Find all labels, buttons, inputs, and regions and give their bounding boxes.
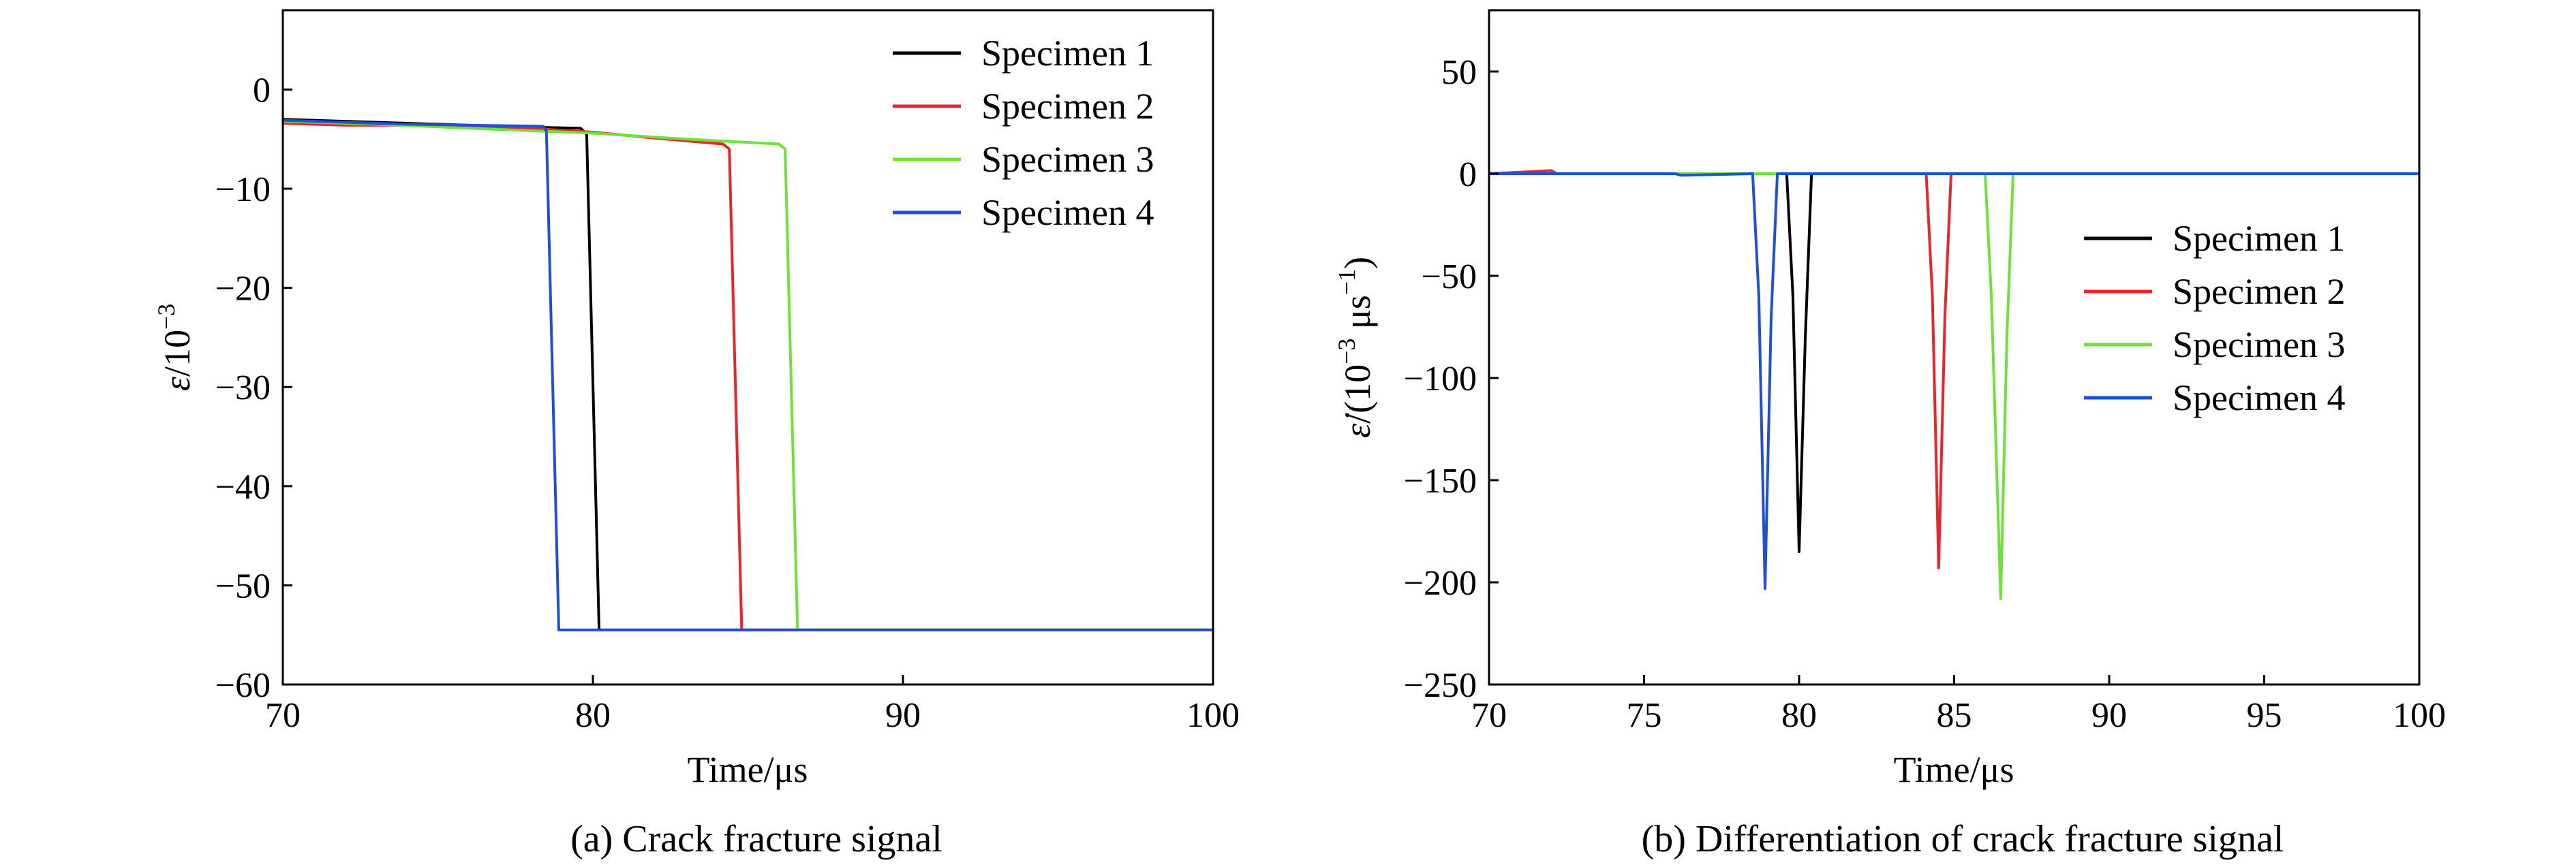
panel-a-y-tick-label: −30	[215, 368, 271, 407]
panel-a-ticks: 70 80 90 100 0 −10 −20 −30 −40 −50 −60	[215, 71, 1240, 735]
panel-b-series-line-2	[1489, 169, 2419, 569]
panel-a-legend: Specimen 1 Specimen 2 Specimen 3 Specime…	[893, 33, 1154, 233]
panel-a-y-tick-label: −60	[215, 666, 271, 705]
panel-a-x-tick-label: 100	[1186, 696, 1240, 735]
panel-a-y-axis-label: ε/10−3	[153, 304, 198, 392]
panel-b-x-tick-label: 85	[1937, 696, 1972, 735]
panel-b-legend-label-3: Specimen 3	[2173, 324, 2345, 365]
panel-b-y-tick-label: −200	[1404, 564, 1477, 603]
panel-b-legend-label-1: Specimen 1	[2173, 218, 2345, 259]
panel-a-y-tick-label: −20	[215, 270, 271, 309]
panel-b-legend-label-4: Specimen 4	[2173, 377, 2345, 418]
panel-a-x-tick-label: 90	[885, 696, 921, 735]
panel-b-y-tick-label: −150	[1404, 462, 1477, 501]
panel-b-ticks: 70 75 80 85 90 95 100 50 0 −50 −100 −150 −200 −250	[1404, 53, 2446, 735]
panel-b-x-tick-label: 80	[1781, 696, 1817, 735]
panel-b-y-label-base: /(10	[1337, 364, 1378, 424]
panel-b-series-line-4	[1489, 172, 2419, 590]
panel-b-y-label-unit: μs	[1337, 295, 1378, 338]
panel-b-legend-label-2: Specimen 2	[2173, 271, 2345, 312]
panel-b-y-tick-label: 50	[1441, 53, 1477, 92]
panel-a-plot-frame	[281, 9, 1214, 686]
panel-b-y-label-exponent-1: −3	[1333, 339, 1360, 364]
panel-b-y-label-close: )	[1337, 257, 1378, 269]
panel-b-x-tick-label: 95	[2247, 696, 2282, 735]
panel-a-x-axis-label: Time/μs	[687, 749, 808, 790]
panel-b-legend: Specimen 1 Specimen 2 Specimen 3 Specime…	[2084, 218, 2345, 418]
panel-b-x-axis-label: Time/μs	[1893, 749, 2014, 790]
panel-a-legend-label-4: Specimen 4	[981, 192, 1154, 233]
panel-b: 70 75 80 85 90 95 100 50 0 −50 −100 −150 −200 −250 Ti…	[1333, 9, 2446, 860]
panel-a-x-tick-label: 80	[575, 696, 611, 735]
panel-a-y-label-exponent: −3	[153, 304, 180, 330]
panel-a-series-group	[283, 118, 1213, 631]
panel-a-legend-label-1: Specimen 1	[981, 33, 1154, 74]
panel-b-y-label-exponent-2: −1	[1333, 269, 1360, 295]
panel-b-y-tick-label: −50	[1422, 257, 1477, 296]
panel-b-y-axis-label: ε̇/(10−3 μs−1)	[1333, 257, 1378, 438]
panel-a-caption: (a) Crack fracture signal	[570, 818, 942, 860]
panel-b-x-tick-label: 75	[1627, 696, 1662, 735]
panel-b-y-tick-label: −100	[1404, 360, 1477, 398]
panel-a-x-tick-label: 70	[265, 696, 301, 735]
panel-a-legend-label-3: Specimen 3	[981, 139, 1154, 180]
panel-a-series-line-4	[283, 119, 1213, 631]
panel-a-y-tick-label: 0	[253, 71, 271, 110]
panel-a-y-label-base: /10	[157, 330, 198, 377]
panel-a-y-label-symbol: ε	[157, 376, 198, 391]
panel-b-y-tick-label: −250	[1404, 666, 1477, 705]
panel-b-x-tick-label: 70	[1471, 696, 1507, 735]
panel-b-x-tick-label: 90	[2091, 696, 2127, 735]
panel-a-legend-label-2: Specimen 2	[981, 86, 1154, 127]
panel-a-y-tick-label: −50	[215, 567, 271, 606]
panel-b-caption: (b) Differentiation of crack fracture si…	[1642, 818, 2284, 860]
panel-a-y-tick-label: −10	[215, 170, 271, 209]
panel-a: 70 80 90 100 0 −10 −20 −30 −40 −50 −60 Time/μs ε/1…	[153, 9, 1240, 860]
panel-a-y-tick-label: −40	[215, 468, 271, 507]
panel-b-y-tick-label: 0	[1459, 155, 1477, 194]
panel-b-series-group	[1489, 169, 2419, 600]
panel-b-x-tick-label: 100	[2393, 696, 2446, 735]
